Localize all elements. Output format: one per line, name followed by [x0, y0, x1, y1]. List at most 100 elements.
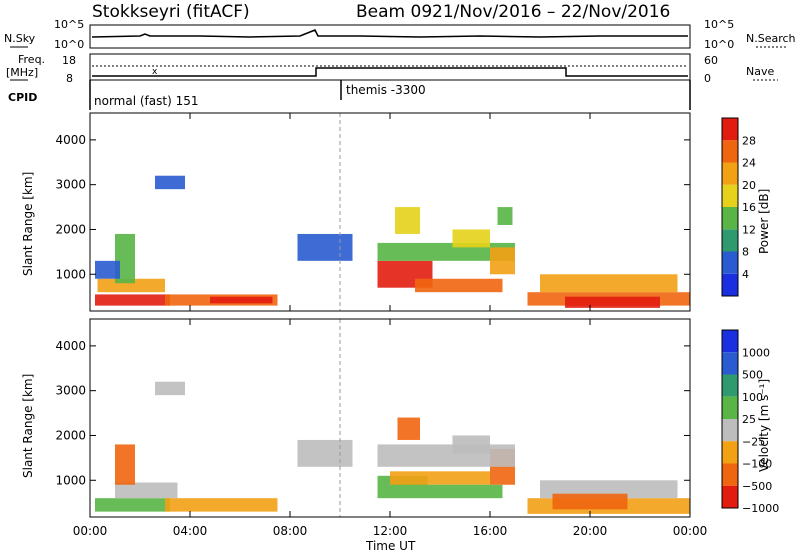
colorbar-tick-label: 24 [742, 157, 756, 170]
data-patch-10 [395, 207, 420, 234]
colorbar-tick-label: 1000 [742, 346, 770, 359]
colorbar-swatch-2 [722, 229, 738, 252]
colorbar-tick-label: −100 [742, 458, 772, 471]
nsky-line [91, 29, 688, 38]
cpid-label: CPID [8, 91, 38, 104]
data-patch-15 [297, 439, 353, 467]
data-patch-0 [95, 294, 170, 306]
colorbar-swatch-4 [722, 419, 738, 442]
y-tick-label: 2000 [55, 428, 86, 442]
colorbar-swatch-1 [722, 352, 738, 375]
data-patch-11 [452, 435, 490, 454]
data-patch-13 [490, 247, 515, 275]
x-tick-label: 04:00 [173, 524, 208, 538]
data-patch-6 [155, 175, 185, 190]
data-patch-15 [540, 274, 678, 293]
colorbar-swatch-2 [722, 374, 738, 397]
y-tick-label: 4000 [55, 133, 86, 147]
colorbar-tick-label: 20 [742, 179, 756, 192]
x-tick-label: 16:00 [473, 524, 508, 538]
x-tick-label: 12:00 [373, 524, 408, 538]
colorbar-tick-label: 28 [742, 134, 756, 147]
colorbar-swatch-1 [722, 251, 738, 274]
time-axis: 00:00 04:00 08:00 12:00 16:00 20:00 00:00 [73, 524, 708, 538]
velocity-colorbar: 1000 500 100 25 −25 −100 −500 −1000 [721, 329, 779, 515]
data-patch-4 [155, 381, 185, 396]
data-patch-14 [552, 493, 628, 510]
colorbar-tick-label: −500 [742, 480, 772, 493]
colorbar-frame [721, 329, 739, 509]
colorbar-swatch-7 [722, 485, 738, 508]
data-patch-9 [377, 242, 515, 261]
data-patch-6 [390, 471, 490, 485]
data-patch-16 [565, 296, 660, 308]
date-range: 21/Nov/2016 – 22/Nov/2016 [432, 2, 671, 22]
y-tick-label: 3000 [55, 384, 86, 398]
nsky-panel-frame [89, 24, 691, 49]
freq-line [92, 67, 688, 77]
power-panel: 1000 2000 3000 4000 [55, 112, 691, 312]
freq-tick-top: 18 [62, 54, 76, 67]
nsky-label: N.Sky [4, 32, 36, 45]
colorbar-tick-label: 16 [742, 201, 756, 214]
data-patch-3 [210, 296, 273, 304]
colorbar-tick-label: −1000 [742, 502, 779, 515]
colorbar-swatch-0 [722, 273, 738, 296]
colorbar-swatch-7 [722, 118, 738, 141]
nsky-tick-bottom: 10^0 [54, 38, 85, 51]
data-patch-3 [115, 444, 135, 485]
colorbar-swatch-0 [722, 330, 738, 353]
colorbar-swatch-6 [722, 463, 738, 486]
data-patch-1 [97, 278, 165, 293]
freq-unit-label: [MHz] [6, 66, 39, 79]
data-patch-0 [95, 498, 170, 512]
data-patch-8 [415, 278, 503, 293]
colorbar-swatch-5 [722, 162, 738, 185]
cpid-segment-2: themis -3300 [346, 83, 426, 97]
nsearch-tick-top: 10^5 [704, 18, 735, 31]
y-tick-label: 2000 [55, 222, 86, 236]
colorbar-swatch-6 [722, 140, 738, 163]
xlabel-time: Time UT [366, 539, 416, 553]
y-tick-label: 1000 [55, 473, 86, 487]
colorbar-swatch-5 [722, 441, 738, 464]
station-title: Stokkseyri (fitACF) [92, 2, 250, 22]
x-tick-label: 00:00 [673, 524, 708, 538]
freq-label: Freq. [18, 53, 46, 66]
colorbar-swatch-3 [722, 207, 738, 230]
y-tick-label: 1000 [55, 267, 86, 281]
colorbar-tick-label: 500 [742, 369, 763, 382]
y-tick-label: 3000 [55, 178, 86, 192]
data-patch-7 [427, 484, 503, 499]
colorbar-tick-label: −25 [742, 435, 765, 448]
x-tick-label: 08:00 [273, 524, 308, 538]
beam-label: Beam 09 [356, 2, 433, 22]
cpid-segment-1: normal (fast) 151 [94, 94, 199, 108]
freq-panel-frame [89, 53, 691, 81]
colorbar-tick-label: 25 [742, 413, 756, 426]
nave-label: Nave [746, 65, 775, 78]
colorbar-tick-label: 100 [742, 391, 763, 404]
colorbar-swatch-4 [722, 184, 738, 207]
colorbar-tick-label: 4 [742, 268, 749, 281]
data-patch-5 [95, 260, 120, 279]
freq-marker: x [152, 67, 158, 77]
data-patch-11 [452, 229, 490, 248]
nsky-tick-top: 10^5 [54, 18, 85, 31]
colorbar-swatch-3 [722, 396, 738, 419]
nave-tick-top: 60 [704, 54, 718, 67]
data-patch-10 [397, 417, 420, 440]
data-patch-9 [377, 444, 515, 467]
nsearch-tick-bottom: 10^0 [704, 38, 735, 51]
velocity-panel: 1000 2000 3000 4000 [55, 318, 691, 518]
colorbar-frame [721, 117, 739, 297]
colorbar-tick-label: 8 [742, 246, 749, 259]
colorbar-tick-label: 12 [742, 223, 756, 236]
nave-tick-bottom: 0 [704, 72, 711, 85]
nsearch-label: N.Search [746, 32, 796, 45]
y-tick-label: 4000 [55, 339, 86, 353]
power-colorbar: 4 8 12 16 20 24 28 [721, 117, 756, 297]
data-patch-17 [297, 233, 353, 261]
x-tick-label: 20:00 [573, 524, 608, 538]
